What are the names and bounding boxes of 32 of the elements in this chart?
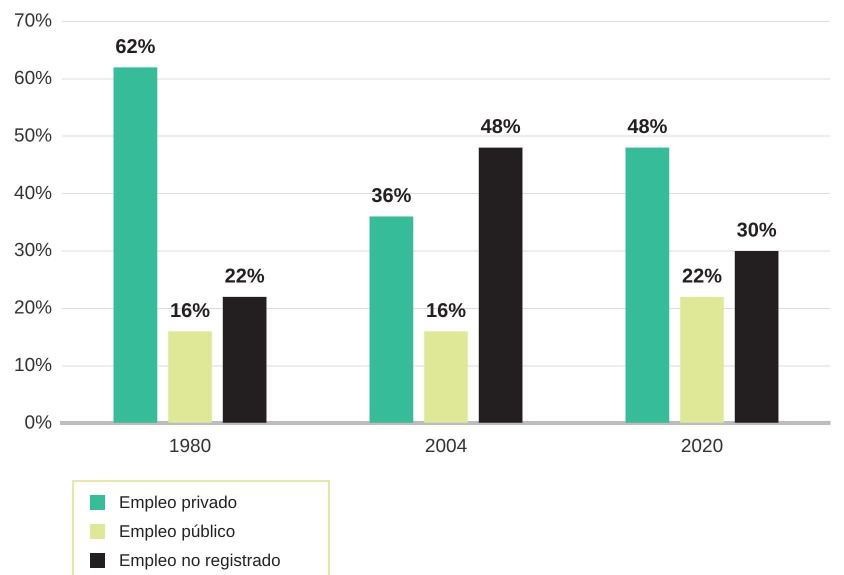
bar <box>222 296 266 423</box>
y-tick-label: 70% <box>14 10 52 32</box>
bar <box>734 251 778 423</box>
data-label: 48% <box>480 116 521 138</box>
y-tick-label: 30% <box>14 240 52 262</box>
data-label: 48% <box>627 116 668 138</box>
data-label: 62% <box>115 36 156 58</box>
y-tick-label: 50% <box>14 125 52 146</box>
y-tick-label: 60% <box>14 68 52 90</box>
bar <box>370 216 414 423</box>
bar <box>680 296 724 423</box>
data-label: 22% <box>224 265 265 288</box>
bar <box>168 331 212 423</box>
data-label: 30% <box>736 220 777 242</box>
data-label: 16% <box>170 300 210 322</box>
x-tick-label: 1980 <box>168 436 212 457</box>
x-tick-label: 2020 <box>680 436 724 457</box>
x-tick-label: 2004 <box>424 436 468 457</box>
y-tick-label: 0% <box>24 412 52 434</box>
legend-label: Empleo privado <box>119 492 238 512</box>
bar <box>478 148 522 423</box>
data-label: 16% <box>426 300 466 322</box>
y-tick-label: 40% <box>14 182 52 204</box>
bar <box>114 67 158 423</box>
y-tick-label: 10% <box>14 355 52 376</box>
legend-label: Empleo público <box>119 522 236 542</box>
data-label: 22% <box>682 265 722 288</box>
bar <box>424 331 468 423</box>
legend-label: Empleo no registrado <box>119 550 281 570</box>
y-tick-label: 20% <box>14 298 52 319</box>
bar <box>626 148 670 423</box>
data-label: 36% <box>371 185 412 208</box>
